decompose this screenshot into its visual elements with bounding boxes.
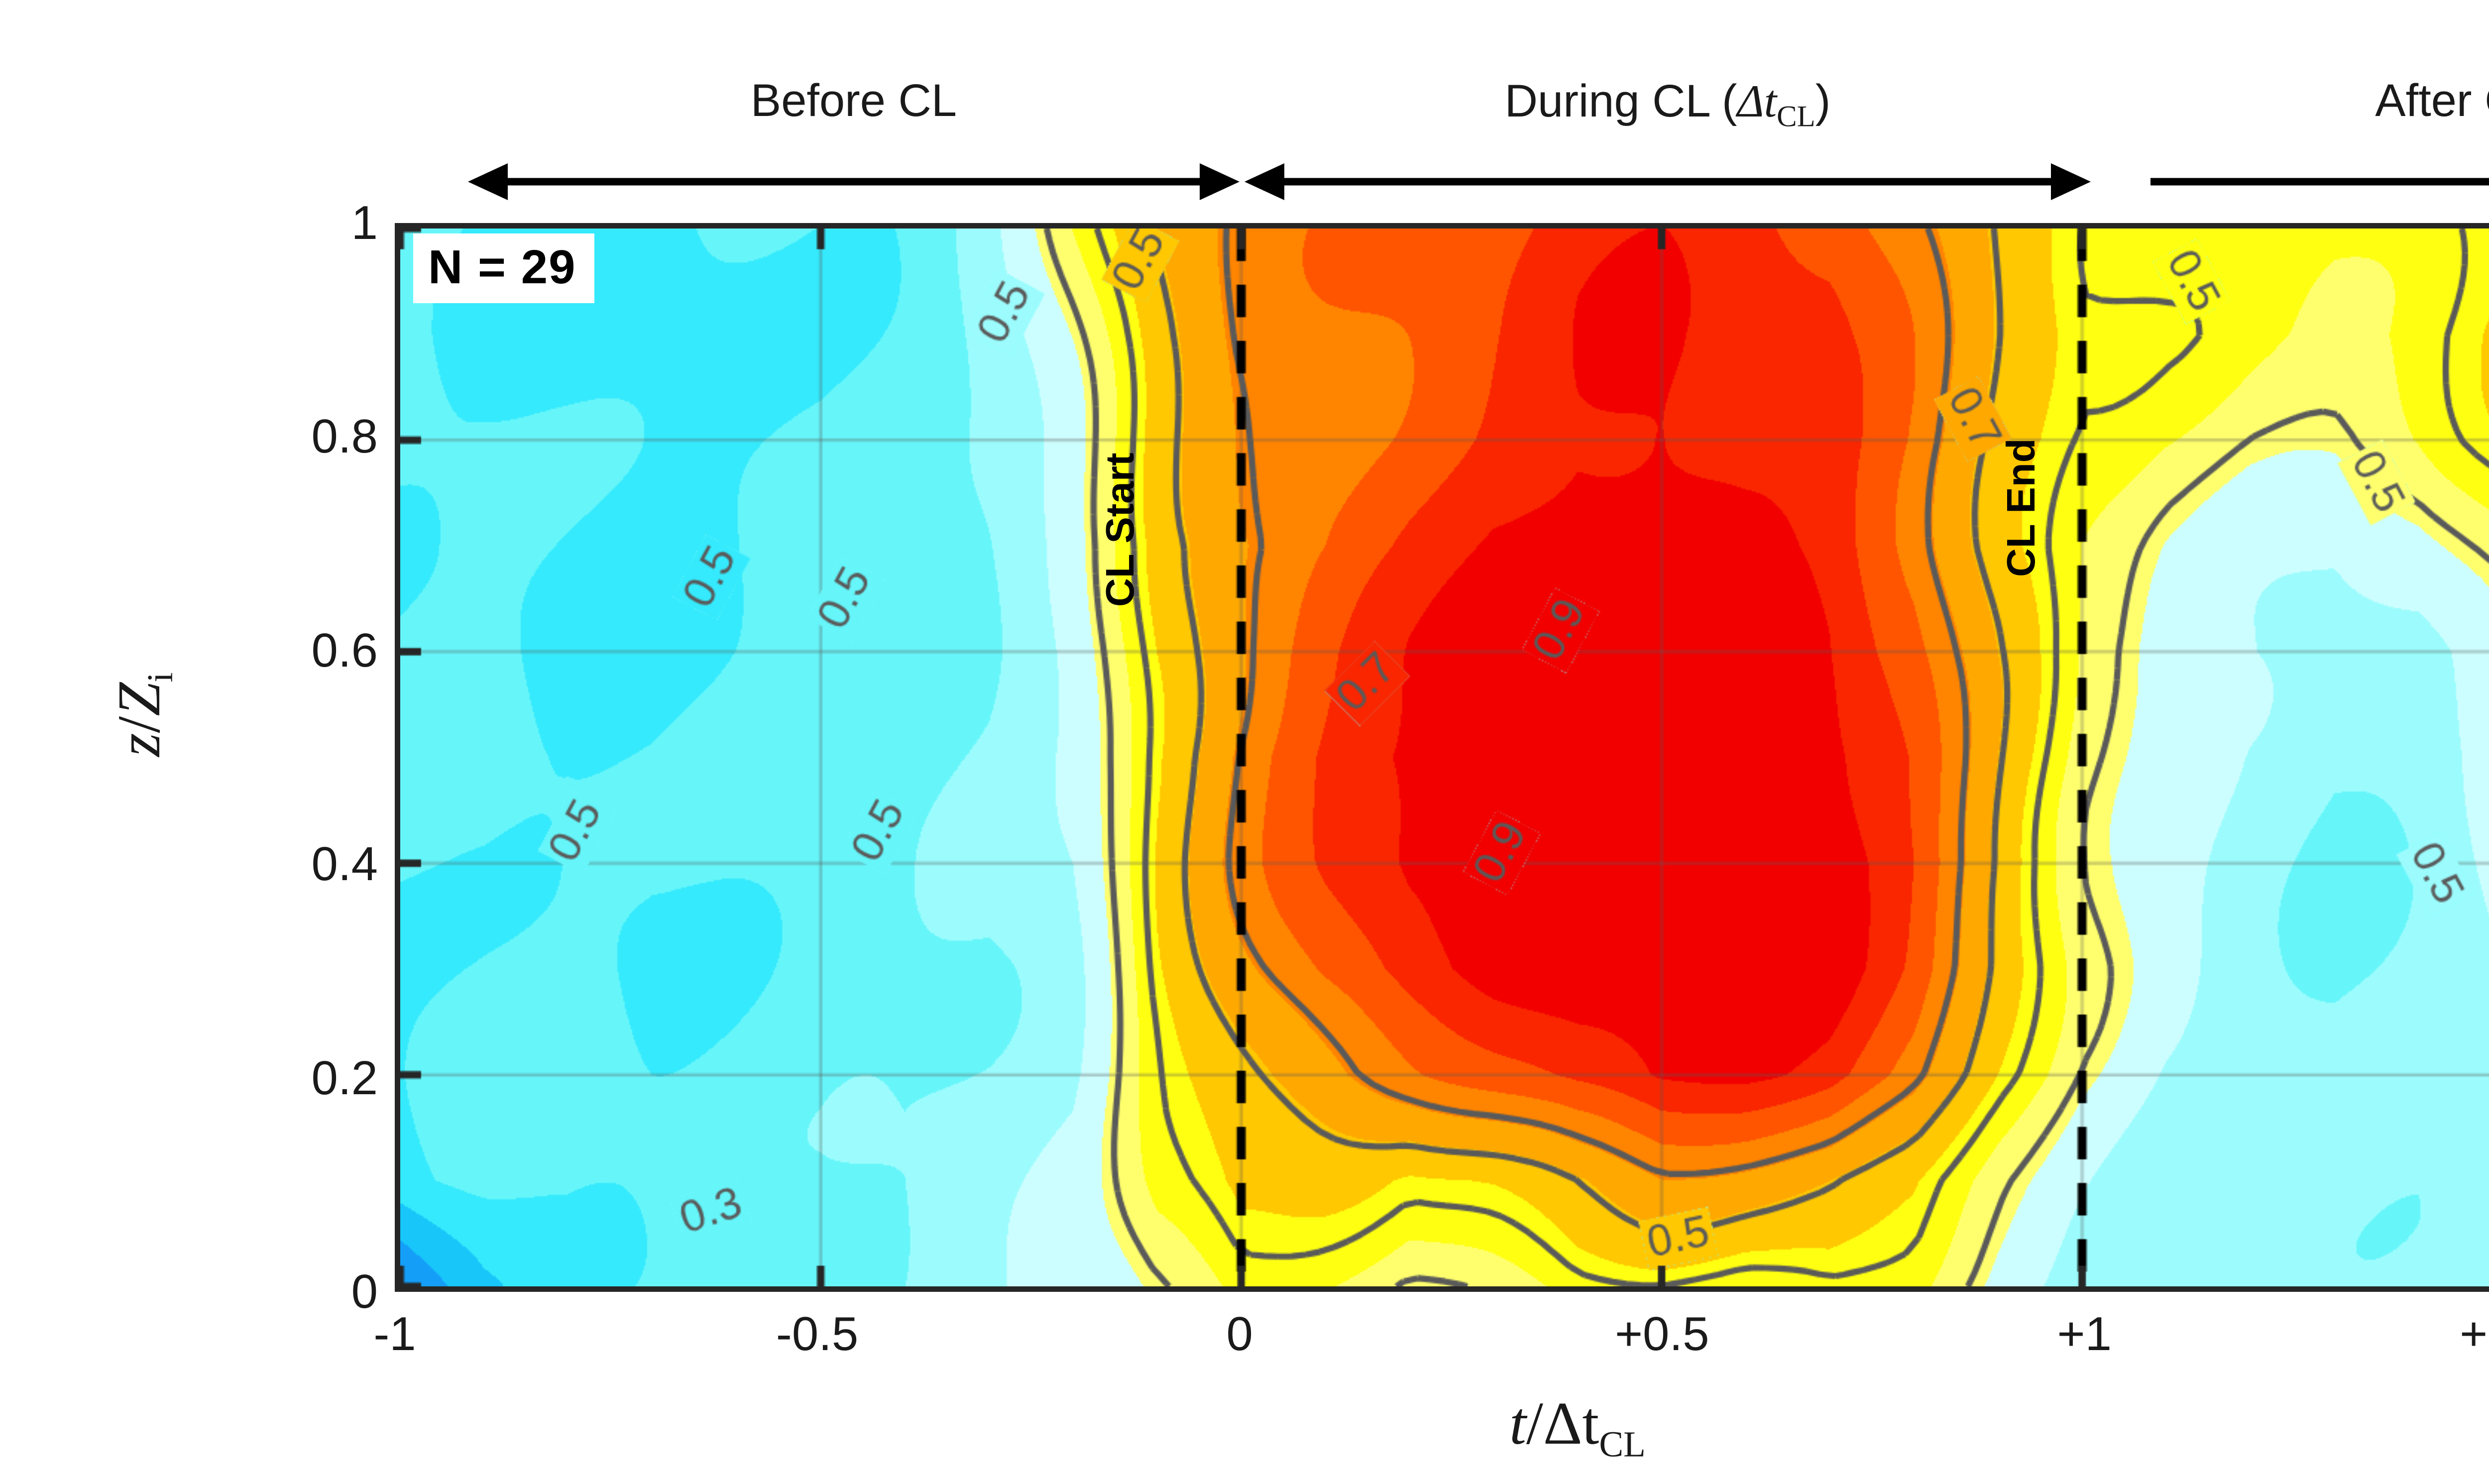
double-arrow-icon xyxy=(1244,163,2091,200)
x-axis-title-den: Δt xyxy=(1543,1390,1599,1457)
cl-end-label: CL End xyxy=(1999,438,2043,577)
x-axis-title-num: t xyxy=(1509,1390,1527,1457)
y-tick-label: 1 xyxy=(351,196,378,249)
phase-label-before: Before CL xyxy=(750,75,957,126)
contour-field xyxy=(400,228,2489,1286)
phase-annotation-during: During CL (ΔtCL) xyxy=(1244,75,2091,204)
phase-label-after: After CL xyxy=(2375,75,2489,126)
phase-annotation-after: After CL xyxy=(2150,75,2489,204)
y-axis-title-sep: / xyxy=(106,716,173,733)
right-arrow-icon xyxy=(2150,178,2489,186)
phase-annotation-before: Before CL xyxy=(468,75,1240,204)
x-tick-label: +1 xyxy=(2057,1307,2112,1361)
y-axis-title-num: z xyxy=(106,733,173,757)
phase-label-during-sub: CL xyxy=(1777,100,1815,133)
x-tick-label: -1 xyxy=(373,1307,416,1361)
phase-label-during-math: Δt xyxy=(1737,76,1777,126)
y-axis-title-den: Z xyxy=(106,682,173,716)
x-axis-title: t/ΔtCL xyxy=(395,1389,2489,1465)
cl-start-label: CL Start xyxy=(1098,453,1142,607)
x-tick-label: -0.5 xyxy=(776,1307,859,1361)
x-axis-title-sub: CL xyxy=(1599,1424,1646,1465)
y-axis-title-sub: i xyxy=(139,672,180,683)
y-tick-label: 0 xyxy=(351,1265,378,1318)
sample-count-badge: N = 29 xyxy=(413,233,594,303)
double-arrow-icon xyxy=(468,163,1240,200)
phase-label-during: During CL (ΔtCL) xyxy=(1244,75,2091,134)
y-tick-label: 0.8 xyxy=(311,410,378,463)
x-tick-label: 0 xyxy=(1226,1307,1253,1361)
x-tick-label: +1.5 xyxy=(2460,1307,2489,1361)
y-tick-label: 0.4 xyxy=(311,837,378,891)
phase-label-during-tail: ) xyxy=(1815,76,1831,126)
contour-plot-area: N = 29 CL Start CL End xyxy=(395,223,2489,1292)
y-tick-label: 0.2 xyxy=(311,1051,378,1105)
y-axis-title: z/Zi xyxy=(105,672,181,757)
y-tick-label: 0.6 xyxy=(311,623,378,677)
x-tick-label: +0.5 xyxy=(1614,1307,1709,1361)
x-axis-title-sep: / xyxy=(1526,1390,1543,1457)
phase-label-during-text: During CL ( xyxy=(1504,76,1737,126)
